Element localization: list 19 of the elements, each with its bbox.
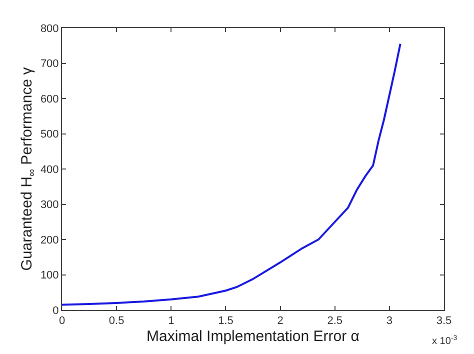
x-tick-label: 0.5: [108, 315, 124, 328]
line-series: [62, 42, 402, 306]
text: x 10$^{-3}$: [432, 335, 458, 348]
x-tick-label: 3.5: [436, 315, 452, 328]
x-tick-label: 3: [386, 315, 392, 328]
y-tick-label: 500: [40, 128, 59, 141]
x-tick-label: 2: [277, 315, 284, 328]
y-tick-label: 400: [40, 164, 59, 176]
x-tick-label: 1.5: [218, 315, 234, 328]
y-tick-label: 700: [40, 58, 59, 70]
y-tick-label: 600: [40, 93, 59, 106]
x-tick-label: 2.5: [327, 315, 343, 328]
y-tick-label: 100: [40, 270, 59, 282]
y-tick-label: 200: [40, 234, 59, 246]
y-tick-label: 0: [52, 304, 59, 317]
x-axis-title: Maximal Implementation Error α: [146, 328, 360, 346]
y-tick-label: 300: [40, 199, 59, 212]
x-tick-label: 1: [168, 315, 174, 328]
y-tick-label: 800: [40, 22, 59, 35]
